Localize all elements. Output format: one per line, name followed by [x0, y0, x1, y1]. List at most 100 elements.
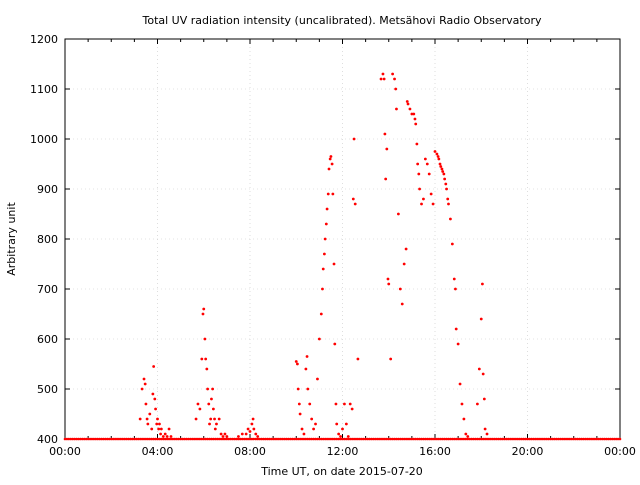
baseline-point: [150, 437, 154, 441]
baseline-point: [607, 437, 610, 441]
data-point: [221, 435, 225, 438]
baseline-point: [597, 437, 601, 441]
data-point: [351, 197, 355, 201]
data-point: [454, 327, 458, 331]
baseline-point: [345, 437, 348, 441]
baseline-point: [375, 437, 379, 441]
baseline-point: [308, 437, 312, 441]
data-point: [304, 367, 308, 371]
baseline-point: [275, 437, 279, 441]
data-point: [142, 377, 146, 381]
baseline-point: [323, 437, 327, 441]
baseline-point: [227, 437, 231, 441]
baseline-point: [210, 437, 213, 441]
data-point: [305, 355, 309, 358]
baseline-point: [267, 437, 271, 441]
baseline-point: [474, 437, 477, 441]
x-tick-label: 00:00: [49, 445, 81, 458]
baseline-point: [144, 437, 148, 441]
baseline-point: [291, 437, 294, 441]
baseline-point: [495, 437, 498, 441]
data-point: [158, 422, 161, 426]
data-point: [327, 167, 331, 171]
data-point: [246, 427, 250, 431]
baseline-point: [273, 437, 277, 441]
data-point: [298, 412, 302, 416]
data-point: [402, 262, 406, 266]
baseline-point: [146, 437, 150, 441]
data-point: [198, 407, 202, 411]
data-point: [415, 142, 419, 146]
data-point: [431, 202, 435, 206]
baseline-point: [458, 437, 462, 441]
data-point: [244, 432, 248, 436]
data-point: [485, 432, 489, 436]
data-point: [341, 427, 344, 431]
baseline-point: [389, 437, 392, 441]
data-point: [427, 172, 431, 176]
data-point: [352, 137, 356, 141]
baseline-point: [595, 437, 599, 441]
data-point: [437, 157, 441, 161]
baseline-point: [489, 437, 493, 441]
data-point: [154, 407, 157, 411]
baseline-point: [499, 437, 502, 441]
data-point: [310, 417, 314, 421]
baseline-point: [65, 437, 69, 441]
baseline-point: [113, 437, 117, 441]
baseline-point: [177, 437, 180, 441]
baseline-point: [167, 437, 171, 441]
baseline-point: [447, 437, 450, 441]
data-point: [312, 427, 315, 431]
baseline-point: [75, 437, 78, 441]
data-point: [330, 162, 334, 166]
data-point: [418, 187, 421, 191]
baseline-point: [246, 437, 250, 441]
data-point: [382, 77, 386, 81]
baseline-point: [79, 437, 82, 441]
y-tick-label: 900: [37, 183, 58, 196]
baseline-point: [179, 437, 182, 441]
data-point: [393, 77, 396, 81]
data-point: [343, 402, 346, 406]
baseline-point: [393, 437, 396, 441]
baseline-point: [572, 437, 576, 441]
data-point: [475, 402, 479, 406]
baseline-point: [372, 437, 375, 441]
baseline-point: [578, 437, 581, 441]
baseline-point: [88, 437, 92, 441]
baseline-point: [391, 437, 394, 441]
baseline-point: [576, 437, 579, 441]
baseline-point: [610, 437, 614, 441]
baseline-point: [478, 437, 481, 441]
baseline-point: [221, 437, 225, 441]
data-point: [441, 170, 445, 173]
baseline-point: [616, 437, 620, 441]
data-point: [294, 360, 298, 363]
baseline-point: [416, 437, 419, 441]
data-points: [63, 72, 622, 441]
baseline-point: [84, 437, 88, 441]
baseline-point: [603, 437, 606, 441]
baseline-point: [208, 437, 211, 441]
baseline-point: [285, 437, 288, 441]
baseline-point: [566, 437, 570, 441]
baseline-point: [491, 437, 495, 441]
data-point: [145, 417, 149, 421]
baseline-point: [358, 437, 362, 441]
baseline-point: [242, 437, 246, 441]
baseline-point: [368, 437, 371, 441]
baseline-point: [106, 437, 109, 441]
baseline-point: [258, 437, 261, 441]
baseline-point: [574, 437, 577, 441]
data-point: [150, 427, 154, 431]
baseline-point: [181, 437, 184, 441]
data-point: [335, 422, 339, 426]
baseline-point: [580, 437, 583, 441]
data-point: [325, 207, 329, 211]
baseline-point: [269, 437, 273, 441]
baseline-point: [503, 437, 506, 441]
baseline-point: [119, 437, 123, 441]
baseline-point: [316, 437, 319, 441]
